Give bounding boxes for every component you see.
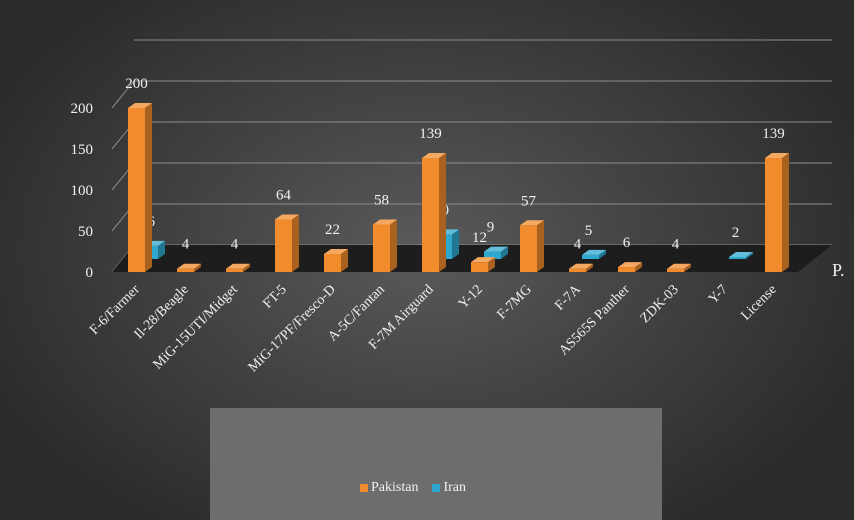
bar-pakistan <box>373 224 390 272</box>
data-label: 4 <box>231 237 239 253</box>
bar-side <box>158 240 165 259</box>
x-tick-label: Y-12 <box>456 282 486 312</box>
bar-pakistan <box>275 219 292 272</box>
bar-pakistan <box>765 158 782 272</box>
x-tick-label: F-7A <box>552 282 584 314</box>
bar-top <box>128 103 152 108</box>
bar-side <box>439 153 446 272</box>
bar-pakistan <box>471 262 488 272</box>
bar-pakistan <box>667 268 684 272</box>
bar-side <box>488 257 495 272</box>
bar-iran <box>484 251 501 259</box>
bar-top <box>324 248 348 254</box>
x-tick-label: F-7MG <box>495 282 535 322</box>
y-tick-label: 200 <box>71 101 94 117</box>
bar-side <box>390 219 397 272</box>
bar-side <box>746 252 753 259</box>
bar-top <box>275 214 299 220</box>
bar-pakistan <box>618 267 635 272</box>
bar-pakistan <box>177 268 194 272</box>
bar-pakistan <box>128 108 145 272</box>
bar-pakistan <box>422 158 439 272</box>
gridline-side <box>111 80 135 109</box>
bar-side <box>194 263 201 272</box>
legend-item-iran: Iran <box>432 480 466 496</box>
data-label: 4 <box>672 237 680 253</box>
bar-side <box>599 249 606 259</box>
data-label: 6 <box>623 235 631 251</box>
bar-top <box>765 153 789 159</box>
bar-top <box>582 249 606 255</box>
data-label: 5 <box>585 223 593 239</box>
bar-top <box>177 263 201 269</box>
bar-top <box>618 262 642 268</box>
bar-side <box>145 103 152 272</box>
bar-top <box>471 257 495 263</box>
data-label: 2 <box>732 225 740 241</box>
y-tick-label: 50 <box>78 224 93 240</box>
y-tick-label: 100 <box>71 183 94 199</box>
bar-top <box>226 263 250 269</box>
data-label: 64 <box>276 188 292 204</box>
bar-pakistan <box>324 253 341 272</box>
bar-side <box>243 263 250 272</box>
bar-top <box>569 263 593 269</box>
bar-side <box>501 246 508 259</box>
bar-pakistan <box>520 225 537 272</box>
depth-axis-label: P. <box>832 260 845 280</box>
data-label: 57 <box>521 193 537 209</box>
x-tick-label: License <box>738 282 779 323</box>
bar-side <box>537 220 544 272</box>
bar-top <box>729 252 753 257</box>
data-label: 58 <box>374 192 389 208</box>
legend-item-pakistan: Pakistan <box>360 480 418 496</box>
y-tick-label: 150 <box>71 142 94 158</box>
data-label: 4 <box>574 237 582 253</box>
bar-top <box>667 263 691 269</box>
x-tick-label: FT-5 <box>260 282 289 311</box>
data-label: 9 <box>487 220 495 236</box>
bar-side <box>586 263 593 272</box>
bar-side <box>292 214 299 272</box>
bar-pakistan <box>226 268 243 272</box>
legend-label-pakistan: Pakistan <box>371 480 419 495</box>
legend-label-iran: Iran <box>443 480 466 495</box>
bar-top <box>484 246 508 252</box>
bar-side <box>635 262 642 272</box>
data-label: 200 <box>125 76 148 92</box>
bar-iran <box>729 257 746 259</box>
bar-side <box>782 153 789 272</box>
bar-pakistan <box>569 268 586 272</box>
bar-iran <box>582 254 599 259</box>
legend: Pakistan Iran <box>360 480 466 496</box>
bar-side <box>452 229 459 259</box>
x-tick-label: MiG-17PF/Fresco-D <box>246 282 339 375</box>
legend-swatch-iran <box>432 484 441 492</box>
x-tick-label: ZDK-03 <box>638 282 682 326</box>
data-label: 139 <box>762 126 785 142</box>
data-label: 139 <box>419 126 442 142</box>
data-label: 4 <box>182 237 190 253</box>
bar-top <box>373 219 397 225</box>
data-label: 12 <box>472 230 487 246</box>
bar-side <box>341 248 348 272</box>
data-label: 22 <box>325 222 340 238</box>
watermark-logo <box>210 408 662 520</box>
legend-swatch-pakistan <box>360 484 368 492</box>
bar-top <box>520 220 544 226</box>
bar-side <box>684 263 691 272</box>
bar-top <box>422 153 446 159</box>
x-tick-label: MiG-15UTI/Midget <box>150 282 240 372</box>
x-tick-label: Y-7 <box>706 282 731 307</box>
y-tick-label: 0 <box>86 265 94 281</box>
